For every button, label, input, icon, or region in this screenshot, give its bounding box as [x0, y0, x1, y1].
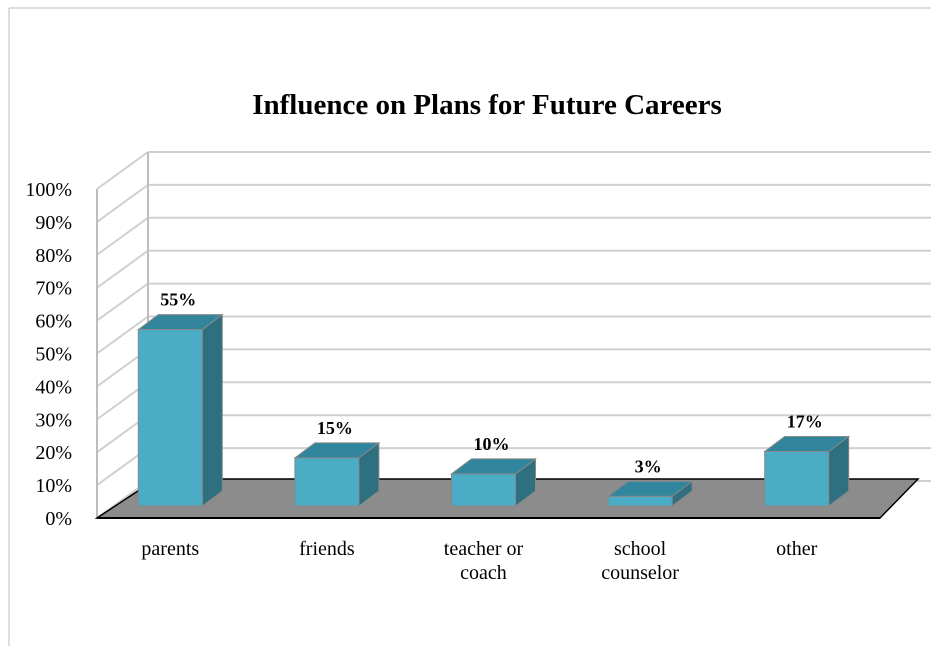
data-label: 55%	[160, 290, 196, 310]
bar	[606, 480, 694, 507]
bar-front-face	[294, 457, 360, 507]
data-label: 10%	[474, 434, 510, 454]
x-tick-label-line: counselor	[601, 562, 679, 584]
x-tick-label: teacher or coach	[444, 538, 524, 584]
y-axis-ticks: 0% 10% 20% 30% 40% 50% 60% 70% 80% 90% 100%	[25, 179, 72, 530]
x-tick-label-line: other	[776, 538, 817, 560]
y-tick-label: 30%	[35, 409, 72, 431]
bar-front-face	[137, 329, 203, 507]
data-label: 3%	[635, 456, 662, 476]
bar	[293, 441, 381, 507]
x-tick-label: friends	[299, 538, 355, 560]
y-tick-label: 20%	[35, 442, 72, 464]
y-tick-label: 60%	[35, 311, 72, 333]
bar	[763, 435, 851, 507]
bar-front-face	[451, 473, 516, 507]
gridline-side	[96, 151, 149, 190]
bar-front-face	[607, 495, 673, 507]
bar	[450, 457, 537, 507]
x-tick-label: school counselor	[601, 538, 679, 584]
bar-side-face	[201, 313, 223, 507]
gridline-side	[96, 184, 149, 223]
gridline-side	[96, 249, 149, 289]
gridline-side	[96, 216, 149, 256]
bar-front-face	[764, 450, 830, 507]
y-tick-label: 50%	[35, 344, 72, 366]
y-tick-label: 10%	[35, 475, 72, 497]
x-tick-label-line: coach	[460, 562, 507, 584]
y-tick-label: 40%	[35, 376, 72, 398]
gridline-side	[96, 315, 149, 355]
x-tick-label: other	[776, 538, 817, 560]
y-tick-label: 80%	[35, 245, 72, 267]
y-tick-label: 90%	[35, 212, 72, 234]
x-tick-label-line: teacher or	[444, 538, 524, 560]
chart-title: Influence on Plans for Future Careers	[252, 89, 722, 121]
gridline-side	[96, 282, 149, 322]
data-label: 17%	[787, 411, 823, 431]
y-tick-label: 70%	[35, 278, 72, 300]
chart-bars	[136, 313, 851, 507]
chart-walls	[96, 151, 931, 519]
x-tick-label: parents	[141, 538, 199, 560]
bar	[136, 313, 224, 507]
x-tick-label-line: school	[614, 538, 667, 560]
x-tick-label-line: friends	[299, 538, 355, 560]
y-tick-label: 100%	[25, 179, 72, 201]
x-tick-label-line: parents	[141, 538, 199, 560]
x-axis-ticks: parents friends teacher or coach school couns…	[141, 538, 817, 584]
y-tick-label: 0%	[45, 508, 72, 530]
data-labels: 55% 15% 10% 3% 17%	[160, 290, 822, 477]
data-label: 15%	[317, 418, 353, 438]
